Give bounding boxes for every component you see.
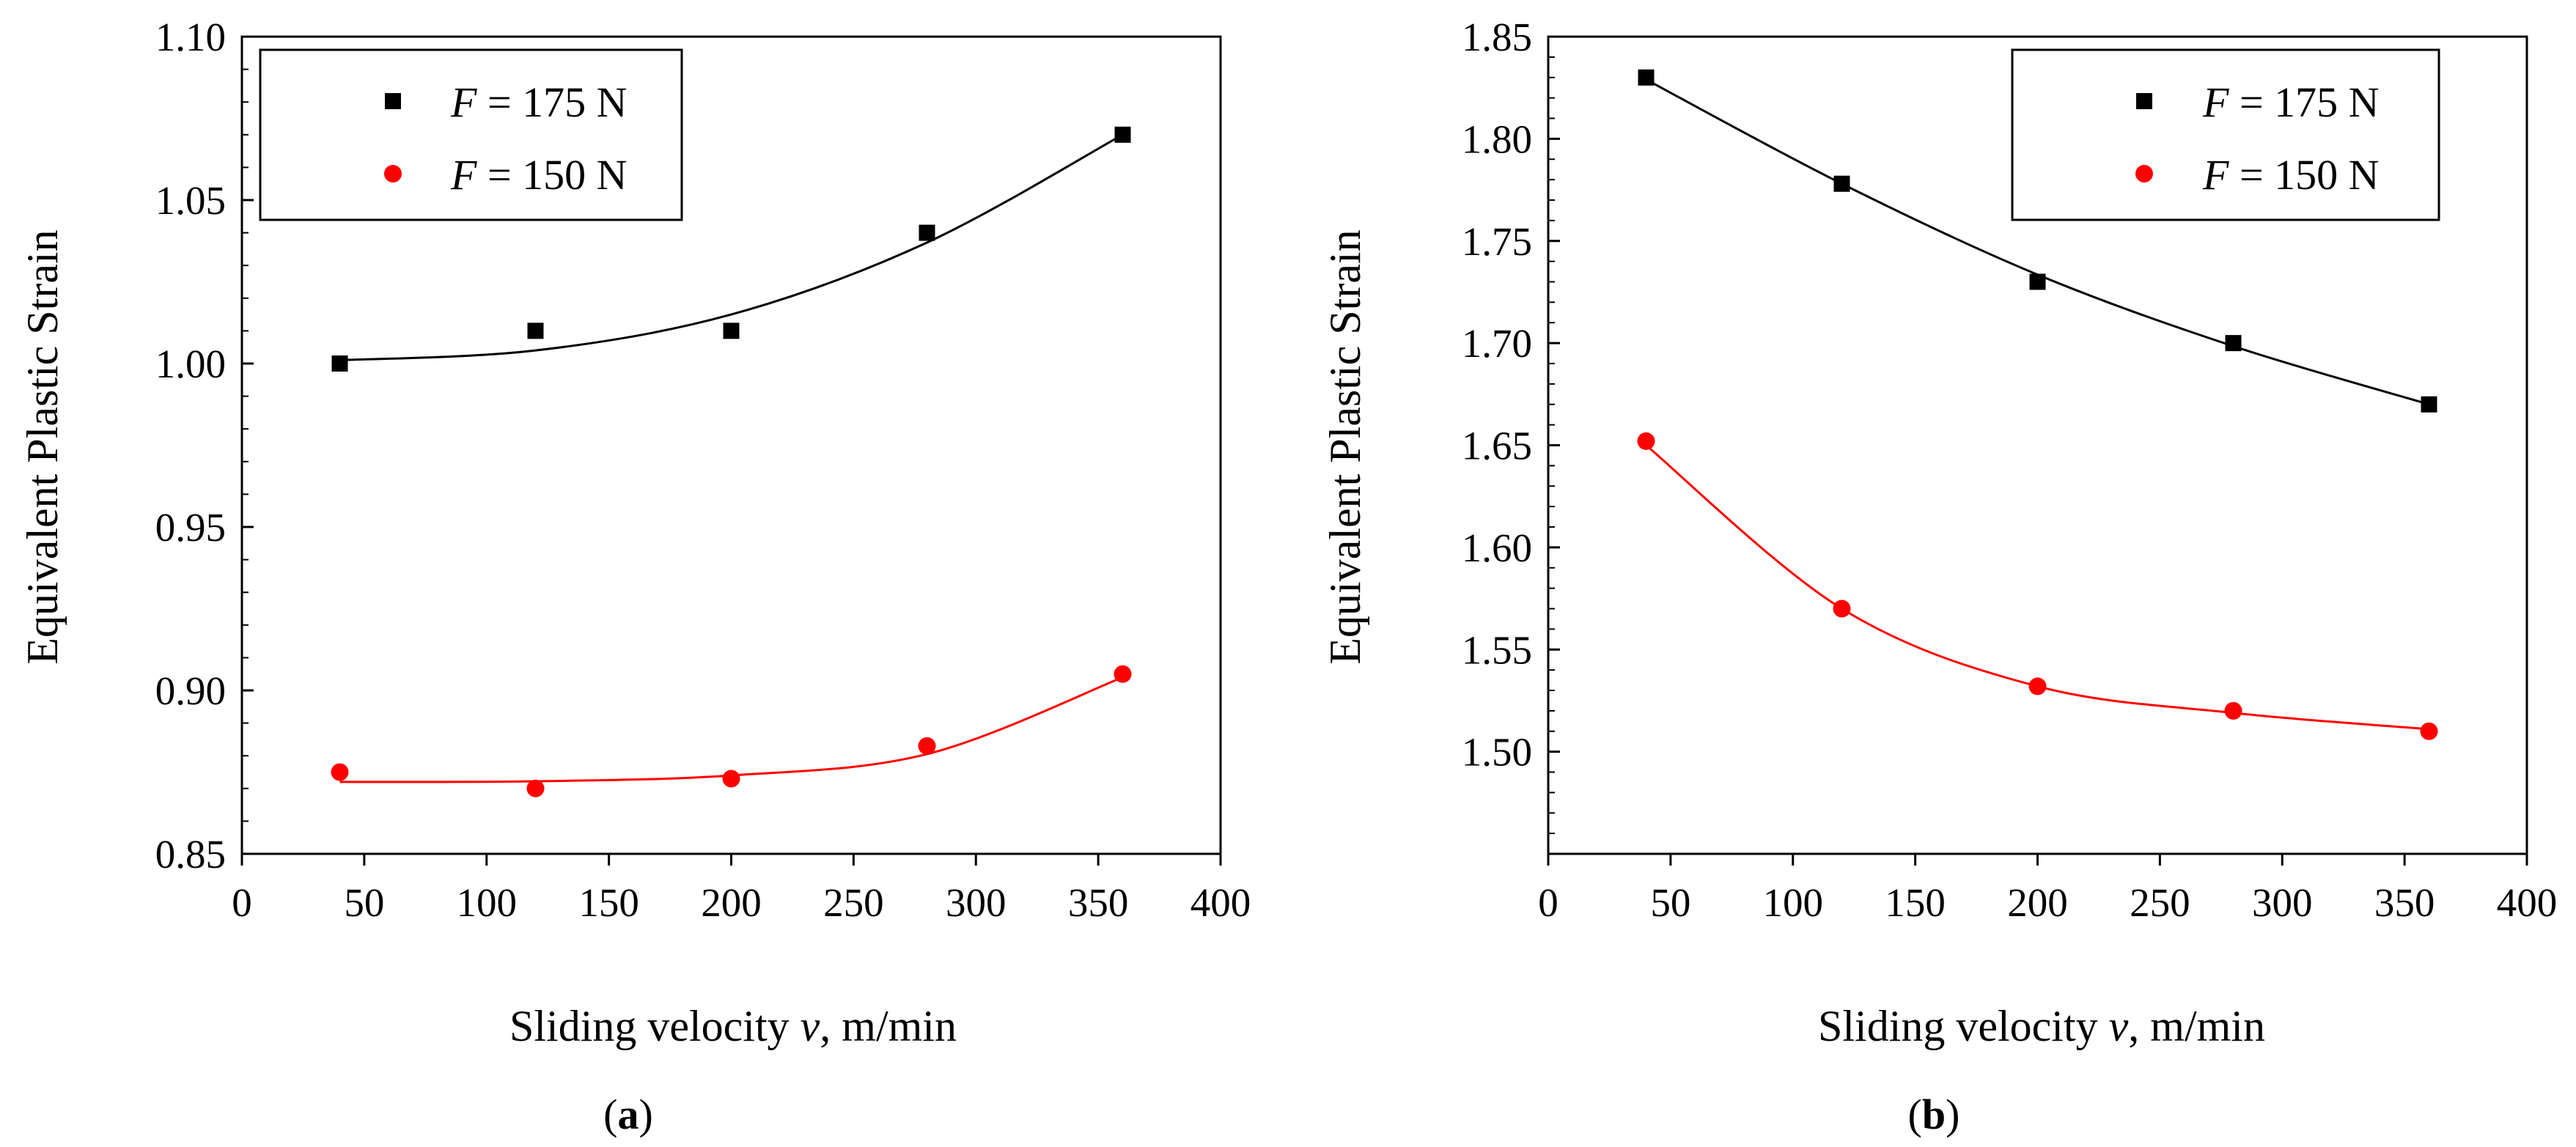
data-points [331, 126, 1132, 797]
y-tick-label: 1.05 [155, 178, 226, 223]
data-point-square [2421, 396, 2437, 413]
legend-box [2011, 48, 2440, 221]
data-point-circle [2224, 701, 2242, 720]
x-tick-label: 200 [2007, 880, 2068, 925]
data-point-square [919, 224, 935, 241]
y-ticks: 1.50 1.55 1.60 1.65 1.70 1.75 1.80 1.85 [1462, 15, 1560, 835]
y-ticks: 0.85 0.90 0.95 1.00 1.05 1.10 [155, 15, 254, 877]
x-tick-label: 0 [1538, 880, 1559, 925]
y-tick-label: 1.75 [1462, 219, 1532, 264]
x-tick-label: 50 [1650, 880, 1690, 925]
data-point-square [1114, 126, 1131, 143]
x-tick-label: 250 [2130, 880, 2190, 925]
y-tick-label: 1.60 [1462, 525, 1532, 570]
x-ticks: 0 50 100 150 200 250 300 350 400 [1538, 854, 2557, 925]
data-point-circle [1833, 600, 1851, 618]
legend-label-175: F = 175 N [450, 78, 628, 126]
data-point-circle [331, 763, 349, 781]
data-point-square [1638, 69, 1655, 86]
x-tick-label: 300 [946, 880, 1007, 925]
y-axis-label: Equivalent Plastic Strain [1321, 229, 1369, 664]
panel-caption-a: (a) [603, 1091, 653, 1138]
data-point-circle [1637, 432, 1655, 450]
data-point-circle [526, 779, 545, 797]
x-tick-label: 350 [2374, 880, 2435, 925]
data-point-square [2029, 273, 2046, 290]
data-point-square [1833, 175, 1850, 192]
x-tick-label: 400 [1191, 880, 1251, 925]
x-tick-label: 0 [232, 880, 252, 925]
data-point-square [331, 355, 348, 372]
y-tick-label: 1.70 [1462, 321, 1532, 366]
legend-marker-circle [384, 165, 402, 182]
x-ticks: 0 50 100 150 200 250 300 350 400 [232, 854, 1251, 925]
y-tick-label: 1.85 [1462, 15, 1532, 59]
data-point-square [723, 322, 740, 339]
data-points [1637, 69, 2438, 740]
x-tick-label: 200 [701, 880, 762, 925]
data-point-square [527, 322, 544, 339]
legend: F = 175 N F = 150 N [2011, 48, 2440, 221]
legend-label-150: F = 150 N [2202, 151, 2380, 199]
legend-label-175: F = 175 N [2202, 78, 2380, 126]
legend-box [259, 48, 683, 221]
data-point-circle [918, 737, 936, 755]
panel-caption-b: (b) [1908, 1091, 1960, 1138]
chart-panel-a: 0.85 0.90 0.95 1.00 1.05 1.10 0 50 100 150 200 250… [18, 15, 1251, 1138]
data-point-square [2225, 335, 2242, 352]
data-point-circle [1114, 665, 1132, 683]
y-tick-label: 1.10 [155, 15, 226, 59]
data-point-circle [722, 770, 740, 788]
y-tick-label: 0.90 [155, 668, 226, 713]
y-tick-label: 1.55 [1462, 627, 1532, 672]
y-tick-label: 0.85 [155, 832, 226, 877]
legend-marker-square [385, 93, 401, 109]
x-tick-label: 100 [1763, 880, 1824, 925]
x-tick-label: 150 [578, 880, 639, 925]
data-point-circle [2420, 722, 2438, 740]
x-axis-label: Sliding velocity v, m/min [509, 1002, 957, 1050]
x-tick-label: 300 [2252, 880, 2313, 925]
legend-marker-circle [2135, 165, 2153, 182]
y-tick-label: 1.50 [1462, 730, 1532, 775]
legend: F = 175 N F = 150 N [259, 48, 683, 221]
x-tick-label: 400 [2497, 880, 2558, 925]
fit-curve [339, 133, 1124, 362]
x-tick-label: 250 [823, 880, 884, 925]
x-tick-label: 100 [457, 880, 518, 925]
x-tick-label: 350 [1068, 880, 1129, 925]
y-tick-label: 1.00 [155, 342, 226, 386]
fit-curve [339, 676, 1124, 783]
x-axis-label: Sliding velocity v, m/min [1818, 1002, 2265, 1050]
legend-marker-square [2136, 93, 2152, 109]
y-tick-label: 1.65 [1462, 424, 1532, 468]
legend-label-150: F = 150 N [450, 151, 628, 199]
chart-panel-b: 1.50 1.55 1.60 1.65 1.70 1.75 1.80 1.85 0 50 100 1… [1321, 15, 2557, 1138]
x-tick-label: 150 [1885, 880, 1946, 925]
data-point-circle [2028, 677, 2047, 696]
fit-curves [339, 133, 1124, 783]
y-tick-label: 0.95 [155, 505, 226, 550]
y-tick-label: 1.80 [1462, 117, 1532, 161]
y-axis-label: Equivalent Plastic Strain [18, 229, 67, 664]
x-tick-label: 50 [344, 880, 384, 925]
